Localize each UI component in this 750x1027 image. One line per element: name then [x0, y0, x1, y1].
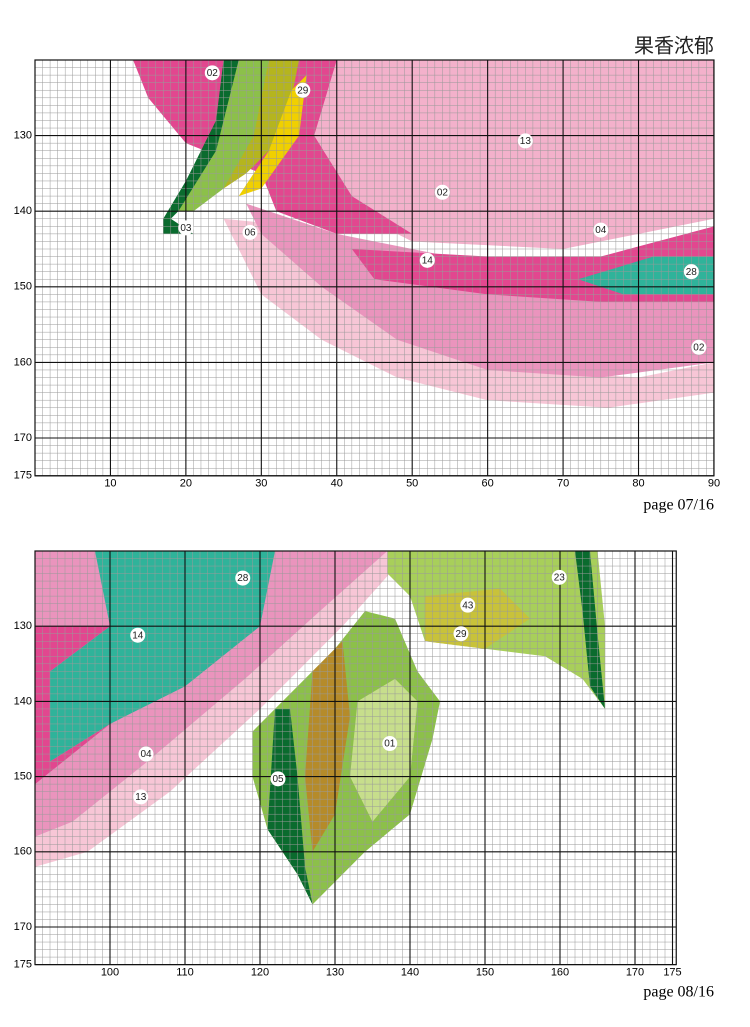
symbol-label: 28	[237, 573, 249, 584]
symbol-label: 28	[686, 267, 698, 278]
y-tick-label: 170	[14, 432, 32, 444]
x-tick-label: 160	[551, 967, 569, 979]
x-tick-label: 175	[663, 967, 681, 979]
page-label: page 08/16	[643, 984, 714, 1001]
symbol-label: 02	[693, 342, 705, 353]
symbol-badge	[460, 597, 476, 613]
y-tick-label: 175	[14, 470, 32, 482]
x-tick-label: 130	[326, 967, 344, 979]
x-tick-label: 70	[557, 478, 569, 490]
y-tick-label: 150	[14, 281, 32, 293]
y-tick-label: 175	[14, 959, 32, 971]
symbol-label: 43	[462, 600, 474, 611]
pattern-panel: 100 110 120 130 140 150 160 170 175 130 140 150 160 1…	[14, 550, 714, 1001]
symbol-label: 23	[554, 572, 566, 583]
symbol-badge	[270, 771, 286, 787]
x-tick-label: 20	[180, 478, 192, 490]
symbol-badge	[204, 65, 220, 81]
x-tick-label: 100	[101, 967, 119, 979]
x-tick-label: 150	[476, 967, 494, 979]
x-tick-label: 50	[406, 478, 418, 490]
x-tick-label: 10	[104, 478, 116, 490]
symbol-label: 14	[422, 255, 434, 266]
y-tick-label: 130	[14, 620, 32, 632]
symbol-badge	[691, 339, 707, 355]
symbol-label: 13	[135, 792, 147, 803]
symbol-badge	[434, 184, 450, 200]
y-tick-label: 150	[14, 771, 32, 783]
y-tick-label: 140	[14, 695, 32, 707]
y-tick-label: 160	[14, 356, 32, 368]
symbol-label: 06	[244, 228, 256, 239]
symbol-badge	[382, 736, 398, 752]
x-tick-label: 30	[255, 478, 267, 490]
panel-border	[34, 550, 677, 966]
stitch-region	[35, 626, 110, 785]
symbol-badge	[551, 569, 567, 585]
symbol-badge	[593, 222, 609, 238]
stitch-region	[314, 60, 714, 249]
x-tick-label: 90	[708, 478, 720, 490]
stitch-region	[350, 678, 418, 822]
symbol-badge	[235, 570, 251, 586]
y-tick-label: 170	[14, 921, 32, 933]
symbol-badge	[178, 220, 194, 236]
symbol-label: 29	[455, 629, 467, 640]
symbol-badge	[517, 133, 533, 149]
x-tick-label: 170	[626, 967, 644, 979]
x-tick-label: 40	[331, 478, 343, 490]
symbol-label: 04	[140, 749, 152, 760]
symbol-badge	[242, 224, 258, 240]
symbol-label: 05	[272, 774, 284, 785]
symbol-label: 02	[437, 187, 449, 198]
x-tick-label: 80	[632, 478, 644, 490]
title: 果香浓郁	[634, 34, 714, 57]
x-tick-label: 140	[401, 967, 419, 979]
y-tick-label: 140	[14, 205, 32, 217]
pattern-panel: 10 20 30 40 50 60 70 80 90 130 140 150 160 170 175 02 29…	[14, 59, 720, 514]
x-tick-label: 110	[176, 967, 194, 979]
x-tick-label: 120	[251, 967, 269, 979]
symbol-badge	[419, 252, 435, 268]
symbol-badge	[138, 746, 154, 762]
symbol-label: 04	[595, 225, 607, 236]
y-tick-label: 160	[14, 846, 32, 858]
symbol-badge	[683, 264, 699, 280]
symbol-label: 14	[132, 630, 144, 641]
symbol-badge	[130, 627, 146, 643]
symbol-badge	[453, 626, 469, 642]
symbol-label: 02	[207, 68, 219, 79]
y-tick-label: 130	[14, 130, 32, 142]
symbol-label: 01	[384, 739, 396, 750]
x-tick-label: 60	[482, 478, 494, 490]
symbol-badge	[133, 789, 149, 805]
panel-border	[34, 59, 715, 477]
symbol-badge	[295, 82, 311, 98]
symbol-label: 29	[297, 85, 309, 96]
symbol-label: 13	[520, 136, 532, 147]
page-label: page 07/16	[643, 497, 714, 514]
symbol-label: 03	[180, 223, 192, 234]
